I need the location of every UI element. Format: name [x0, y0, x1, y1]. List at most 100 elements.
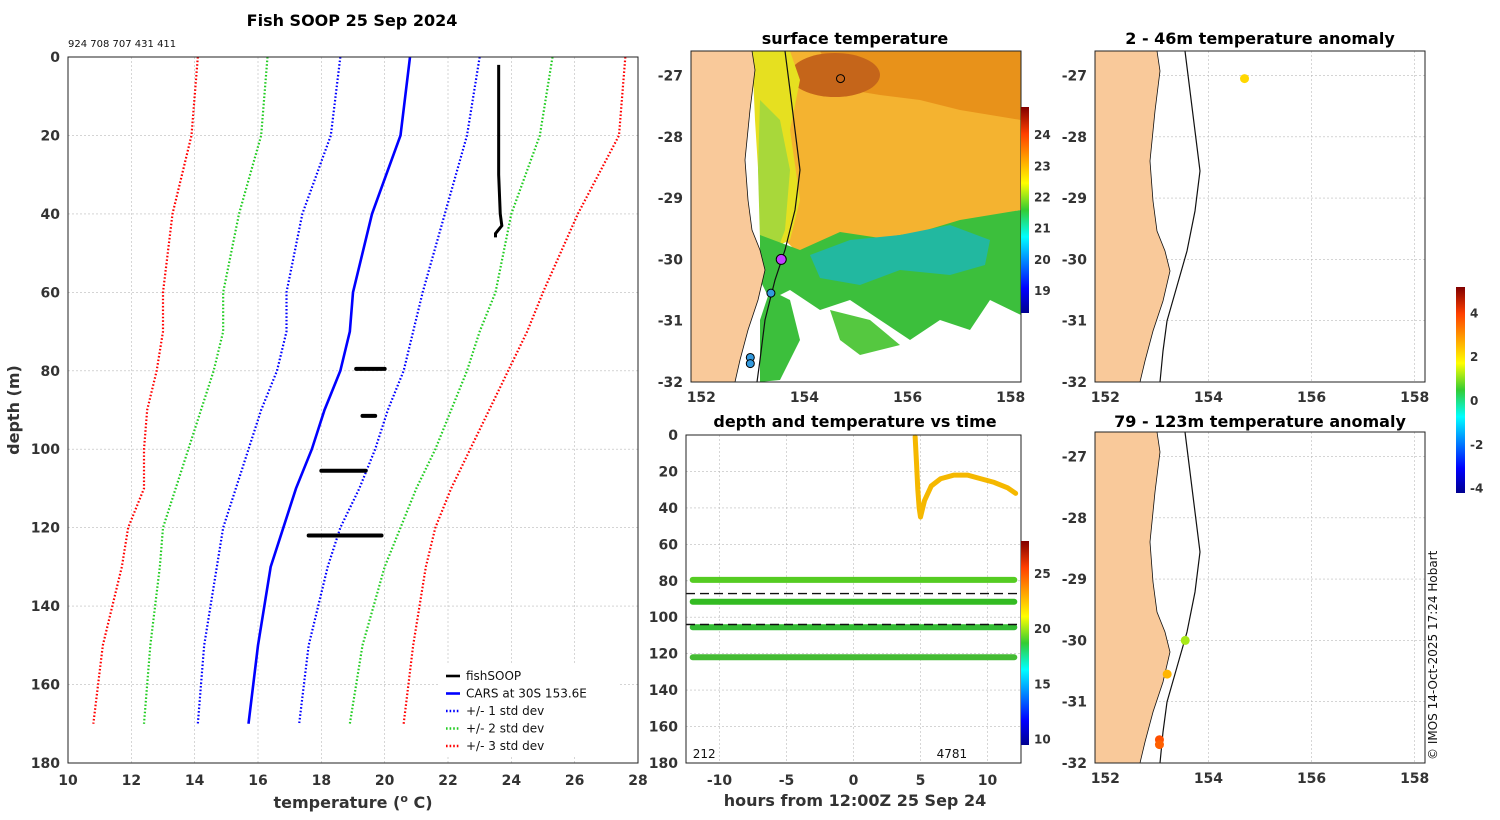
profile-ytick: 180	[31, 756, 60, 772]
ts-ytick: 140	[649, 683, 678, 699]
profile-frame	[67, 56, 639, 764]
anomaly-shallow-ytick: -30	[1062, 252, 1088, 268]
profile-ytick: 20	[41, 128, 61, 144]
ts-ytick: 20	[659, 464, 679, 480]
surface-ytick: -29	[658, 191, 683, 207]
anomaly-shallow-title: 2 - 46m temperature anomaly	[1125, 29, 1395, 48]
ts-xtick: 0	[849, 773, 859, 789]
anomaly-deep-ytick: -27	[1062, 450, 1087, 466]
profile-panel: Fish SOOP 25 Sep 2024 924 708 707 431 41…	[4, 11, 648, 812]
ts-ytick: 120	[649, 647, 678, 663]
anomaly-deep-ytick: -30	[1062, 633, 1088, 649]
anomaly-shallow-ytick: -28	[1062, 130, 1087, 146]
profile-ticks: 10 12 14 16 18 20 22 24 26 28 0 20 40 60 80 100 120 140 16…	[31, 50, 648, 789]
profile-ytick: 160	[31, 678, 60, 694]
surface-marker	[775, 253, 787, 265]
anomaly-deep-ytick: -32	[1062, 756, 1087, 772]
surface-marker	[836, 74, 846, 84]
ts-xtick: -10	[707, 773, 733, 789]
timeseries-colorbar-ticks: 10 15 20 25	[1034, 567, 1051, 746]
profile-xtick: 14	[185, 773, 205, 789]
ts-ytick: 80	[659, 574, 679, 590]
surface-ticks: 152 154 156 158 -27 -28 -29 -30 -31 -32	[658, 69, 1026, 406]
legend-label: fishSOOP	[466, 669, 521, 683]
anomaly-shallow-shelf-line	[1159, 50, 1201, 383]
profile-xtick: 10	[58, 773, 78, 789]
watermark: © IMOS 14-Oct-2025 17:24 Hobart	[1426, 550, 1440, 760]
anomaly-cb-tick: 4	[1470, 306, 1478, 320]
ts-cb-tick: 20	[1034, 622, 1051, 636]
ts-xtick: 10	[978, 773, 998, 789]
surface-ytick: -31	[658, 314, 683, 330]
profile-ytick: 140	[31, 599, 60, 615]
profile-xtick: 28	[628, 773, 647, 789]
anomaly-shallow-ytick: -32	[1062, 375, 1087, 391]
profile-series--2-std	[348, 57, 554, 724]
anomaly-shallow-frame	[1094, 50, 1426, 383]
surface-marker	[766, 288, 776, 298]
anomaly-shallow-xtick: 154	[1194, 390, 1223, 406]
ids-text: 924 708 707 431 411	[68, 39, 176, 50]
profile-series-cars	[247, 57, 412, 724]
profile-grid	[67, 56, 639, 764]
surface-xtick: 158	[996, 390, 1025, 406]
profile-ytick: 60	[41, 285, 61, 301]
cool-water	[810, 225, 990, 285]
profile-xtick: 18	[312, 773, 331, 789]
anomaly-cb-tick: 0	[1470, 394, 1478, 408]
anomaly-cb-tick: 2	[1470, 350, 1478, 364]
profile-ytick: 120	[31, 521, 60, 537]
ts-ytick: 160	[649, 720, 678, 736]
surface-panel: surface temperature 152 154 156 158 -27 -28 -2…	[658, 29, 1051, 406]
profile-xtick: 24	[502, 773, 522, 789]
anomaly-deep-frame	[1094, 431, 1426, 764]
surface-ytick: -32	[658, 375, 683, 391]
timeseries-colorbar	[1021, 541, 1029, 745]
ts-ytick: 180	[649, 756, 678, 772]
surface-ytick: -28	[658, 130, 683, 146]
anomaly-shallow-ytick: -27	[1062, 69, 1087, 85]
profile-ytick: 80	[41, 364, 61, 380]
timeseries-xlabel: hours from 12:00Z 25 Sep 24	[724, 791, 986, 810]
anomaly-deep-point	[1180, 635, 1190, 645]
surface-cb-tick: 21	[1034, 222, 1051, 236]
profile-xtick: 22	[438, 773, 457, 789]
surface-cb-tick: 20	[1034, 253, 1051, 267]
shelf-line	[756, 51, 801, 382]
ts-ytick: 60	[659, 537, 679, 553]
profile-xtick: 12	[122, 773, 141, 789]
ts-annotation: 4781	[937, 747, 968, 761]
surface-colorbar-ticks: 19 20 21 22 23 24	[1034, 128, 1051, 298]
surface-cb-tick: 24	[1034, 128, 1051, 142]
profile-lines	[92, 57, 627, 724]
surface-xtick: 154	[790, 390, 819, 406]
anomaly-deep-title: 79 - 123m temperature anomaly	[1114, 412, 1406, 431]
profile-series--3-std	[92, 57, 199, 724]
anomaly-deep-map: 152 154 156 158 -27 -28 -29 -30 -31 -32	[1062, 431, 1429, 787]
legend-label: +/- 3 std dev	[466, 739, 544, 753]
profile-xtick: 26	[565, 773, 584, 789]
anomaly-deep-ytick: -31	[1062, 695, 1087, 711]
anomaly-shallow-ytick: -29	[1062, 191, 1087, 207]
green-patch	[830, 310, 900, 355]
anomaly-shallow-xtick: 158	[1400, 390, 1429, 406]
profile-legend: fishSOOP CARS at 30S 153.6E +/- 1 std dev +…	[440, 664, 618, 756]
surface-marker	[745, 359, 755, 369]
anomaly-shallow-point	[1240, 74, 1250, 84]
ts-cb-tick: 10	[1034, 732, 1051, 746]
anomaly-deep-xtick: 154	[1194, 771, 1223, 787]
profile-xlabel: temperature (o C)	[273, 792, 432, 812]
anomaly-shallow-panel: 2 - 46m temperature anomaly 152 154 156 158…	[1062, 29, 1430, 406]
ts-ytick: 0	[668, 428, 678, 444]
timeseries-data: 212 4781	[686, 434, 1021, 761]
ts-xtick: 5	[916, 773, 926, 789]
green-yellow-band	[758, 100, 790, 270]
profile-ytick: 100	[31, 442, 60, 458]
profile-xtick: 20	[375, 773, 395, 789]
surface-ytick: -30	[658, 252, 684, 268]
anomaly-shallow-xtick: 152	[1091, 390, 1120, 406]
ts-cb-tick: 25	[1034, 567, 1051, 581]
anomaly-deep-panel: 79 - 123m temperature anomaly 152 154 156 1…	[1062, 412, 1430, 787]
surface-cb-tick: 22	[1034, 191, 1051, 205]
warmest-core	[790, 53, 880, 97]
